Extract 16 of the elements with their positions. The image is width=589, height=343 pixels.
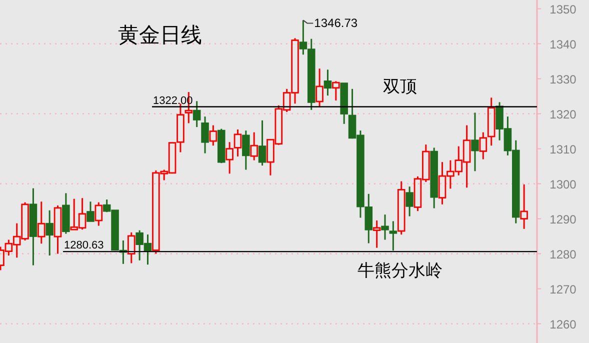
annotation: 牛熊分水岭 [358,261,442,280]
annotation: 双顶 [383,77,417,96]
y-tick-label: 1290 [550,212,577,226]
y-tick-label: 1270 [550,282,577,296]
y-tick-label: 1320 [550,107,577,122]
y-tick-label: 1260 [550,317,577,332]
annotation: 1346.73 [302,16,358,30]
y-tick-label: 1300 [550,177,577,192]
ref-line-label: 1280.63 [64,240,104,252]
y-tick-label: 1350 [550,2,577,16]
y-tick-label: 1310 [550,142,577,156]
title: 黄金日线 [118,23,202,47]
annotation: 1346.73 [314,16,358,30]
y-tick-label: 1280 [550,247,577,262]
y-tick-label: 1330 [550,72,577,86]
y-tick-label: 1340 [550,37,577,52]
